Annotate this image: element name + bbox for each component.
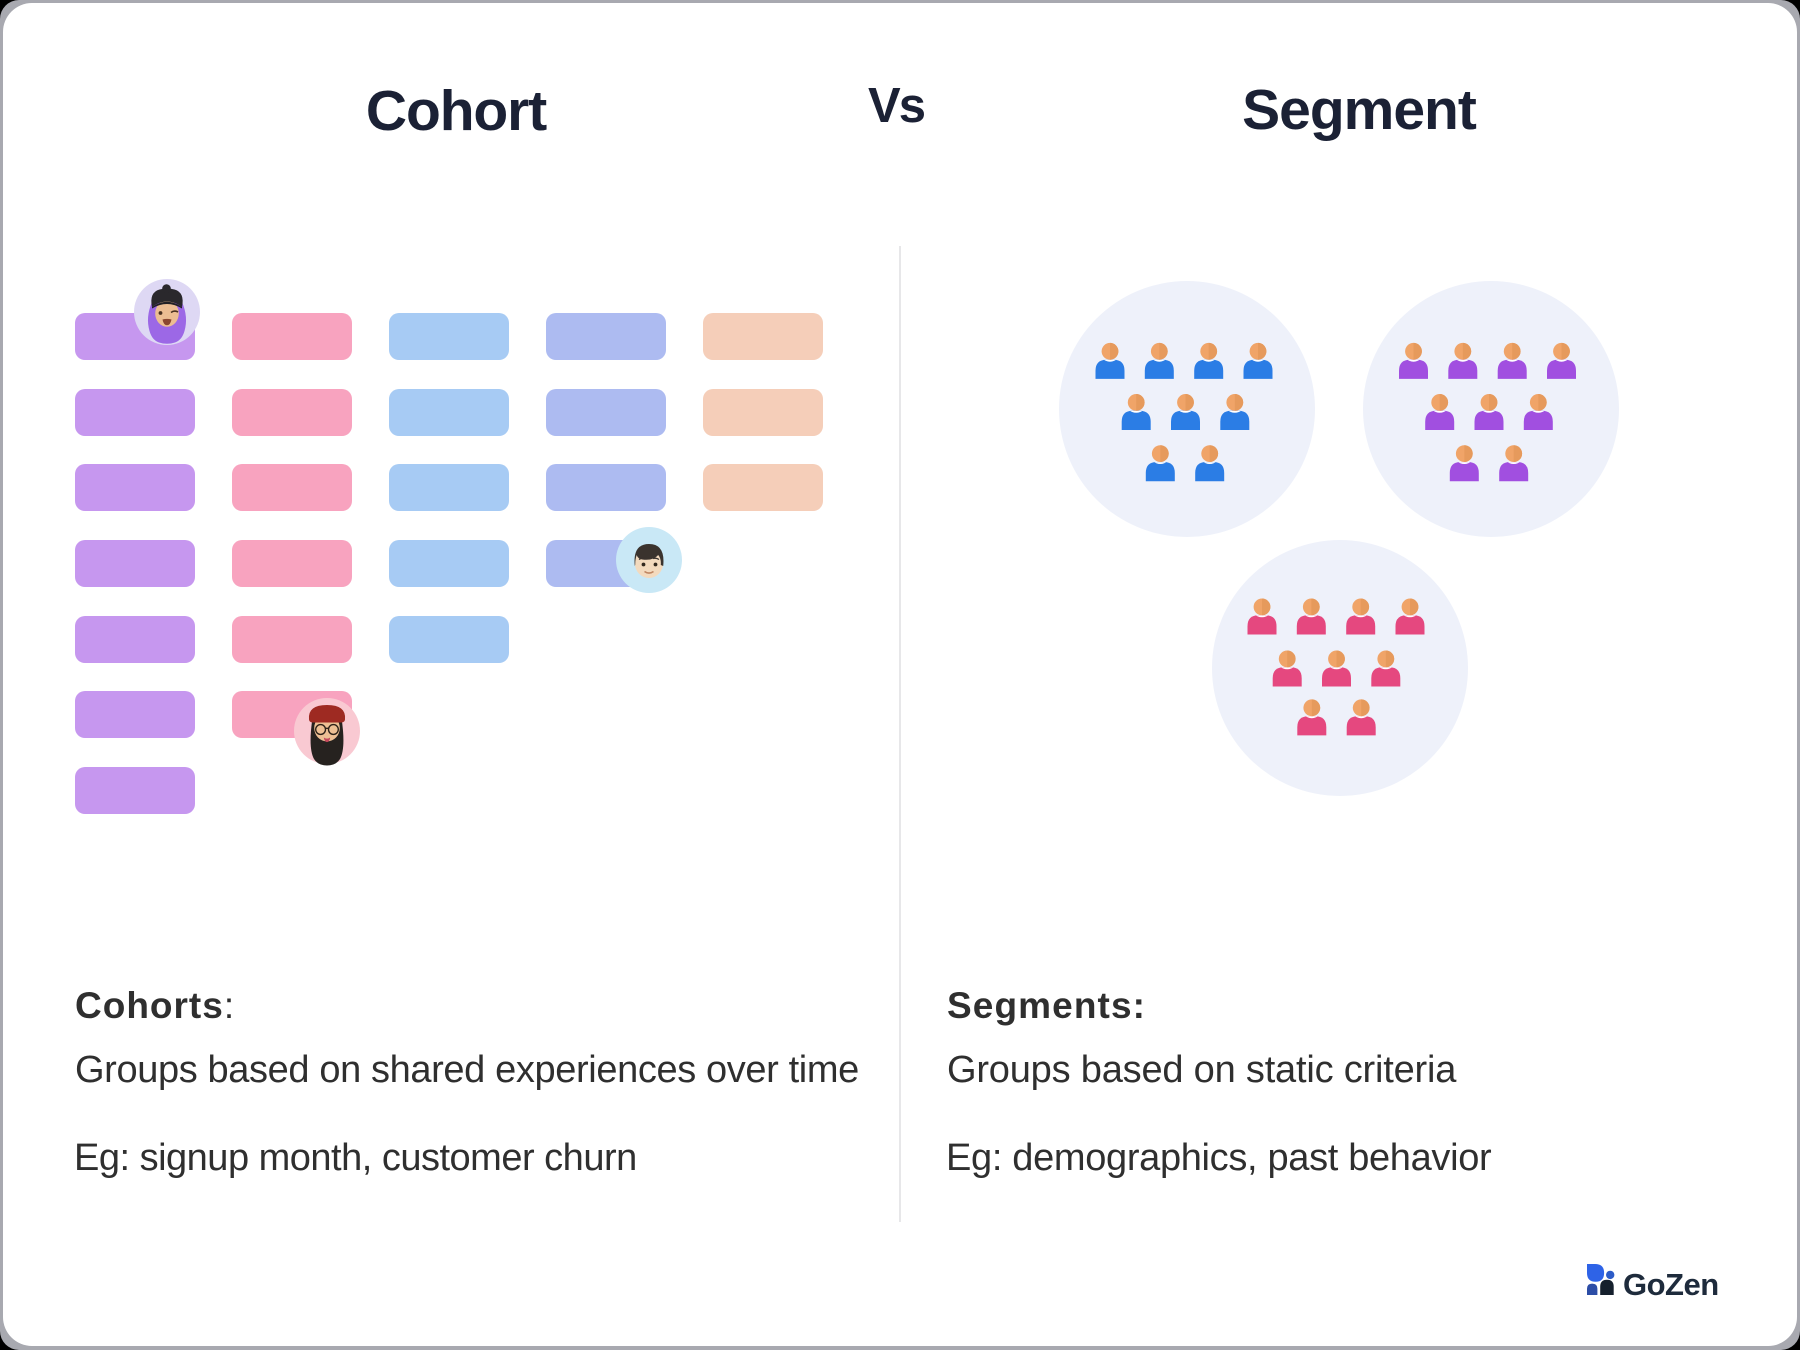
svg-text:GoZen: GoZen [1623,1267,1719,1302]
